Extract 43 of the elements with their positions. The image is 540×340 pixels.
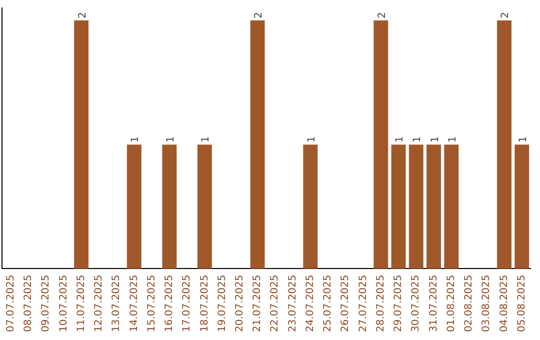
x-tick-label: 01.08.2025 <box>446 274 457 332</box>
x-tick-label: 16.07.2025 <box>164 274 176 332</box>
x-tick-label: 31.07.2025 <box>428 274 440 332</box>
data-label: 1 <box>518 136 529 143</box>
x-tick-label: 26.07.2025 <box>340 274 352 332</box>
x-tick-label: 07.07.2025 <box>5 274 16 332</box>
x-tick-label: 25.07.2025 <box>322 274 334 332</box>
x-tick-label: 20.07.2025 <box>234 274 246 332</box>
data-label: 2 <box>376 12 388 18</box>
x-tick-label: 10.07.2025 <box>58 274 70 332</box>
x-tick-label: 11.07.2025 <box>76 274 87 332</box>
data-label: 1 <box>430 136 441 143</box>
x-tick-label: 27.07.2025 <box>358 274 369 332</box>
data-label: 1 <box>447 136 458 143</box>
data-label: 1 <box>412 136 424 143</box>
x-tick-label: 05.08.2025 <box>516 274 528 332</box>
data-label: 2 <box>500 12 512 18</box>
x-tick-label: 19.07.2025 <box>216 274 228 332</box>
x-tick-label: 28.07.2025 <box>375 274 386 332</box>
data-label: 1 <box>306 136 318 143</box>
x-tick-label: 21.07.2025 <box>252 274 264 332</box>
x-tick-label: 29.07.2025 <box>393 274 404 332</box>
x-tick-label: 02.08.2025 <box>464 274 475 332</box>
data-label: 1 <box>130 136 142 143</box>
x-tick-label: 18.07.2025 <box>199 274 210 332</box>
data-label: 2 <box>77 12 88 18</box>
x-tick-label: 24.07.2025 <box>304 274 316 332</box>
data-label: 1 <box>394 136 406 143</box>
x-tick-label: 08.07.2025 <box>23 274 34 332</box>
x-tick-label: 22.07.2025 <box>270 274 281 332</box>
x-tick-label: 09.07.2025 <box>40 274 52 332</box>
x-tick-label: 17.07.2025 <box>182 274 193 332</box>
x-tick-label: 14.07.2025 <box>128 274 140 332</box>
data-label: 1 <box>165 136 176 143</box>
x-tick-label: 12.07.2025 <box>94 274 105 332</box>
x-tick-label: 15.07.2025 <box>146 274 158 332</box>
x-tick-label: 30.07.2025 <box>410 274 422 332</box>
x-tick-label: 04.08.2025 <box>498 274 510 332</box>
x-tick-label: 03.08.2025 <box>481 274 492 332</box>
data-label: 1 <box>200 136 212 143</box>
x-tick-label: 23.07.2025 <box>287 274 298 332</box>
x-tick-label: 13.07.2025 <box>111 274 122 332</box>
data-label: 2 <box>254 12 265 18</box>
